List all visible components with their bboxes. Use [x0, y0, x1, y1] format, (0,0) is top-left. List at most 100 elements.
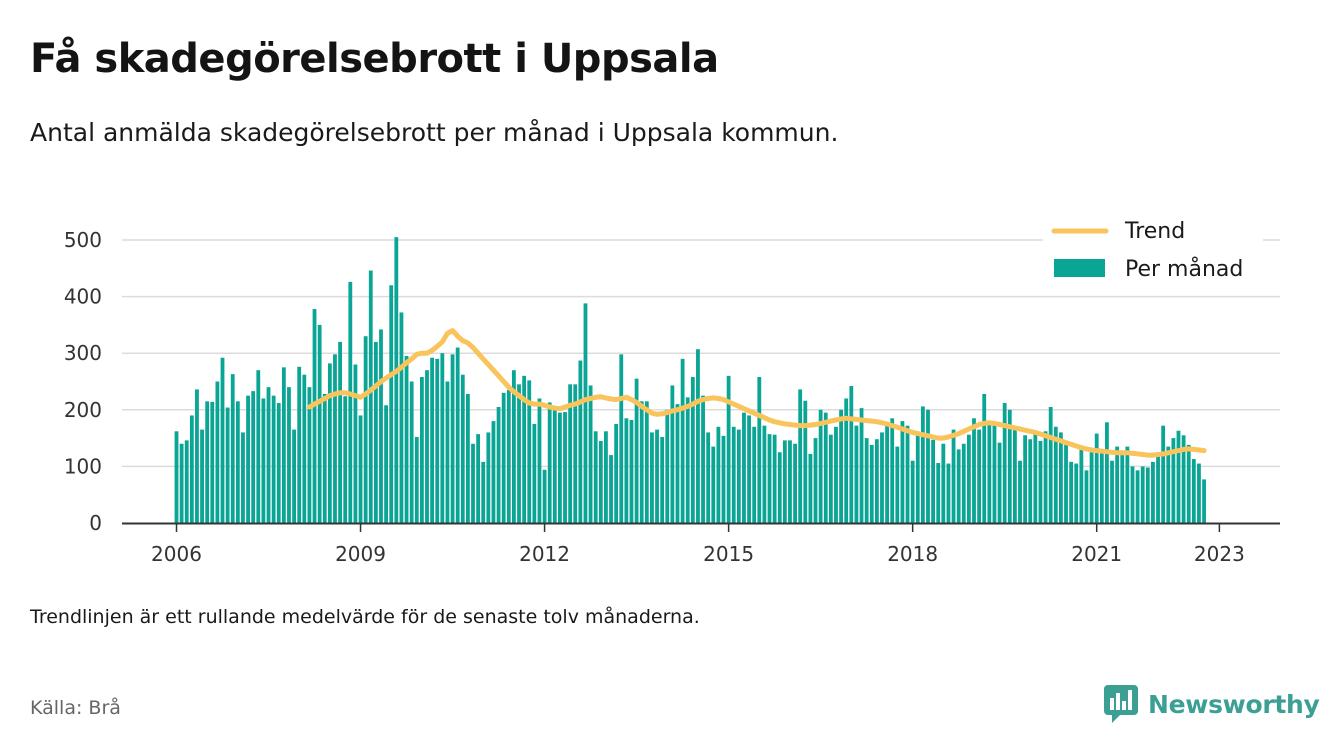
bar [1053, 426, 1058, 523]
bar [951, 429, 956, 523]
y-tick-label: 500 [64, 228, 102, 252]
bar [696, 349, 700, 523]
bar [527, 380, 532, 523]
bar [425, 370, 429, 523]
bar [793, 443, 797, 523]
bar [327, 363, 332, 523]
bar [972, 418, 976, 523]
bar [547, 402, 552, 523]
bar [404, 356, 409, 523]
bar [655, 429, 659, 523]
bar [604, 431, 608, 523]
bar [813, 438, 818, 523]
bar [747, 415, 751, 523]
bar [1156, 455, 1160, 523]
bar [982, 393, 987, 523]
y-tick-label: 400 [64, 285, 102, 309]
bar [1018, 460, 1022, 523]
bar [583, 303, 588, 523]
y-tick-label: 100 [64, 454, 102, 478]
y-tick-label: 0 [89, 511, 102, 535]
bar [210, 401, 215, 523]
bar [435, 358, 440, 523]
y-axis-ticks: 0 100 200 300 400 500 [64, 228, 102, 535]
bar [854, 425, 859, 523]
bar [287, 387, 291, 523]
bar [363, 336, 368, 523]
bar [818, 409, 823, 523]
x-tick-label: 2006 [151, 542, 202, 566]
bar [348, 281, 353, 523]
bar [573, 384, 578, 523]
bar [1099, 449, 1104, 523]
bar [558, 412, 562, 523]
bar [445, 381, 450, 523]
bar [803, 400, 808, 523]
bar [266, 387, 271, 523]
y-tick-label: 300 [64, 341, 102, 365]
bar [895, 446, 900, 523]
bar [1140, 466, 1145, 523]
bar [312, 309, 317, 523]
bar [823, 412, 828, 523]
bar [471, 443, 475, 523]
source-label: Källa: Brå [30, 697, 121, 719]
bar [905, 425, 910, 523]
bar [511, 370, 516, 523]
bar [910, 460, 915, 523]
bar [1048, 406, 1053, 523]
bar [915, 435, 920, 523]
bar [552, 409, 557, 523]
bar [1038, 440, 1043, 523]
bar [460, 374, 465, 523]
bar [711, 446, 716, 523]
bar [343, 396, 348, 523]
bar [624, 418, 629, 523]
bar [251, 391, 256, 523]
bar [772, 434, 777, 523]
bar [946, 463, 951, 523]
bar [1176, 430, 1181, 523]
bar [798, 389, 803, 523]
bar [368, 270, 373, 523]
bar [235, 401, 240, 523]
chart-subtitle: Antal anmälda skadegörelsebrott per måna… [30, 118, 839, 147]
bar [501, 392, 506, 523]
legend-bar-label: Per månad [1125, 256, 1243, 282]
bar [977, 429, 982, 523]
bar [1012, 429, 1017, 523]
bar [542, 469, 547, 523]
bar [966, 434, 971, 523]
bar [322, 393, 327, 523]
bar [568, 384, 573, 523]
bar [1110, 460, 1114, 523]
bar [220, 357, 225, 523]
bar [844, 398, 849, 523]
bar [205, 401, 210, 523]
bar [757, 376, 762, 523]
bar [517, 384, 521, 523]
bar [399, 312, 404, 523]
bar [225, 407, 230, 523]
bar [987, 423, 992, 523]
bar [900, 421, 905, 523]
chart-footnote: Trendlinjen är ett rullande medelvärde f… [30, 606, 700, 628]
bar [997, 442, 1002, 523]
trend-line [306, 328, 1207, 458]
bar [926, 409, 930, 523]
bar [670, 385, 675, 523]
legend: Trend Per månad [1043, 216, 1263, 282]
bar [685, 397, 690, 523]
bar [379, 329, 383, 523]
bar [721, 435, 726, 523]
bar-series-per-manad [174, 237, 1206, 524]
bar [762, 425, 767, 523]
y-tick-label: 200 [64, 398, 102, 422]
chart-title: Få skadegörelsebrott i Uppsala [30, 36, 719, 82]
bar [1089, 449, 1094, 523]
bar [246, 395, 250, 523]
legend-trend-label: Trend [1124, 219, 1185, 244]
bar [261, 398, 266, 523]
bar [629, 419, 634, 523]
bar [885, 423, 890, 523]
